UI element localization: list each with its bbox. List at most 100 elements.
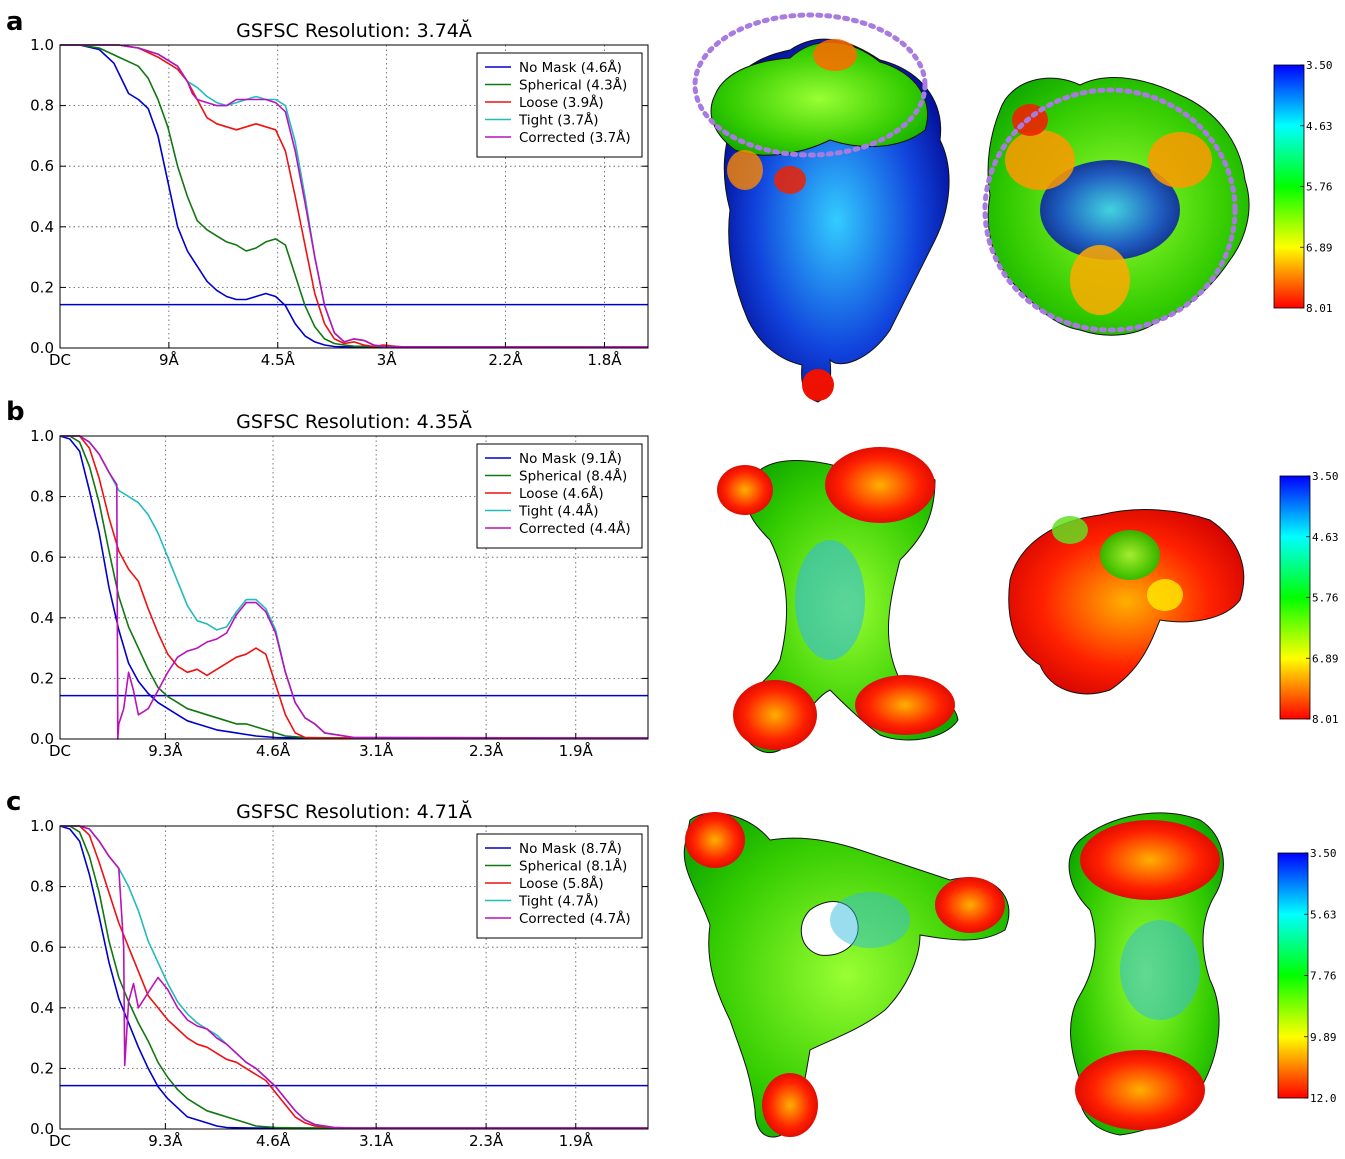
axes-frame (59, 435, 649, 740)
legend-entry: Loose (4.6Å) (519, 485, 604, 502)
y-tick-label: 0.8 (30, 878, 54, 896)
map-b-side-red-br (855, 675, 955, 735)
fsc-chart-b: GSFSC Resolution: 4.35Ă 0.0 0.2 0.4 0.6 0.8 1.… (30, 409, 649, 760)
series-line-1 (60, 44, 648, 349)
map-c-side-red-bot (1075, 1050, 1205, 1130)
x-tick-label: 2.3Å (469, 1131, 504, 1150)
colorbar-label: 7.76 (1310, 970, 1337, 983)
legend-entry: Corrected (4.4Å) (519, 520, 631, 537)
colorbar-gradient (1273, 64, 1305, 309)
series-line-5 (60, 435, 649, 740)
colorbar-label: 5.63 (1310, 908, 1337, 921)
map-c-ring-red-b (762, 1073, 818, 1137)
legend-entry: Loose (3.9Å) (519, 94, 604, 111)
colorbar-c: 3.50 5.63 7.76 9.89 12.0 (1277, 847, 1337, 1105)
legend-box (476, 52, 643, 158)
y-tick-label: 0.2 (30, 669, 54, 687)
y-tick-label: 0.6 (30, 548, 54, 566)
colorbar-label: 6.89 (1312, 652, 1339, 665)
x-tick-label: 9.3Å (148, 741, 183, 760)
density-map-a-top (982, 77, 1250, 336)
map-b-side-cyan-core (795, 540, 865, 660)
chart-title: GSFSC Resolution: 4.35Ă (236, 409, 472, 433)
legend: No Mask (8.7Å)Spherical (8.1Å)Loose (5.8… (476, 833, 643, 939)
series-line-2 (60, 825, 648, 1129)
density-map-a-side (692, 12, 950, 403)
colorbar-label: 8.01 (1312, 713, 1339, 726)
panel-b: b GSFSC Resolution: 4.35Ă 0.0 0.2 0.4 0.6 0.8… (6, 397, 649, 760)
series-line-3 (60, 435, 648, 739)
colorbar-label: 3.50 (1310, 847, 1337, 860)
axes-frame (59, 44, 649, 349)
colorbar-label: 12.0 (1310, 1092, 1337, 1105)
map-b-side-red-tr (825, 447, 935, 523)
colorbar-a: 3.50 4.63 5.76 6.89 8.01 (1273, 59, 1333, 315)
panel-a: a GSFSC Resolution: 3.74Ă 0.0 0.2 0.4 0.6 0.8… (6, 7, 649, 369)
x-tick-label: 9.3Å (148, 1131, 183, 1150)
map-a-top-blue-core (1040, 160, 1180, 260)
colorbar-label: 3.50 (1312, 470, 1339, 483)
density-map-c-side (1068, 812, 1224, 1136)
panel-c: c GSFSC Resolution: 4.71Ă 0.0 0.2 0.4 0.6 0.8… (6, 787, 649, 1150)
map-b-top-green-1 (1100, 530, 1160, 580)
y-tick-label: 0.2 (30, 1059, 54, 1077)
legend-entry: Tight (4.7Å) (518, 893, 599, 910)
y-tick-label: 0.8 (30, 97, 54, 115)
map-a-side-top (710, 41, 929, 156)
x-tick-label: 2.2Å (488, 350, 523, 369)
map-c-ring-red-tl (685, 812, 745, 868)
legend-entry: Corrected (3.7Å) (519, 129, 631, 146)
legend-entry: No Mask (8.7Å) (519, 840, 622, 857)
fsc-chart-c: GSFSC Resolution: 4.71Ă 0.0 0.2 0.4 0.6 0.8 1.… (30, 799, 649, 1150)
series-line-2 (60, 44, 649, 348)
colorbar-label: 9.89 (1310, 1031, 1337, 1044)
y-tick-label: 1.0 (30, 36, 54, 54)
x-tick-label: DC (49, 1132, 71, 1150)
fsc-chart-a: GSFSC Resolution: 3.74Ă 0.0 0.2 0.4 0.6 0.8 1.… (30, 18, 649, 369)
y-tick-label: 0.4 (30, 609, 54, 627)
map-c-ring-red-r (935, 877, 1005, 933)
x-tick-label: 2.3Å (469, 741, 504, 760)
chart-title: GSFSC Resolution: 4.71Ă (236, 799, 472, 823)
map-a-top-orange-3 (1070, 245, 1130, 315)
x-tick-label: DC (49, 742, 71, 760)
map-b-top-body (1008, 509, 1245, 695)
legend-entry: Loose (5.8Å) (519, 875, 604, 892)
y-tick-label: 1.0 (30, 427, 54, 445)
map-b-top-yellow-1 (1147, 579, 1183, 611)
legend-entry: Spherical (8.4Å) (519, 468, 627, 485)
colorbar-label: 6.89 (1306, 241, 1333, 254)
map-a-top-orange-1 (1005, 130, 1075, 190)
legend-entry: Corrected (4.7Å) (519, 910, 631, 927)
map-a-top-orange-2 (1148, 132, 1212, 188)
panel-letter-a: a (6, 7, 24, 37)
y-tick-label: 0.4 (30, 218, 54, 236)
x-tick-label: 1.9Å (559, 1131, 594, 1150)
map-a-side-redspot-3 (774, 166, 806, 194)
y-tick-label: 1.0 (30, 817, 54, 835)
panel-letter-b: b (6, 397, 25, 427)
density-map-b-top (1008, 509, 1245, 695)
x-tick-label: 9Å (159, 350, 180, 369)
legend-box (476, 833, 643, 939)
legend-entry: No Mask (9.1Å) (519, 450, 622, 467)
colorbar-label: 8.01 (1306, 302, 1333, 315)
x-tick-label: 3.1Å (359, 741, 394, 760)
x-tick-label: 3.1Å (359, 1131, 394, 1150)
y-tick-label: 0.2 (30, 278, 54, 296)
map-a-top-dotted-ellipse (982, 87, 1238, 333)
map-a-side-redspot-1 (813, 39, 857, 71)
legend: No Mask (9.1Å)Spherical (8.4Å)Loose (4.6… (476, 443, 643, 549)
map-b-top-green-2 (1052, 516, 1088, 544)
x-tick-label: 4.6Å (256, 741, 291, 760)
colorbar-label: 5.76 (1306, 181, 1333, 194)
axes-frame (59, 825, 649, 1130)
map-a-side-dotted-ellipse (692, 12, 928, 158)
legend: No Mask (4.6Å)Spherical (4.3Å)Loose (3.9… (476, 52, 643, 158)
legend-entry: Spherical (4.3Å) (519, 77, 627, 94)
y-tick-label: 0.0 (30, 339, 54, 357)
series-line-5 (60, 44, 649, 348)
map-c-side-red-top (1080, 820, 1220, 900)
map-a-side-stalk (802, 369, 834, 401)
